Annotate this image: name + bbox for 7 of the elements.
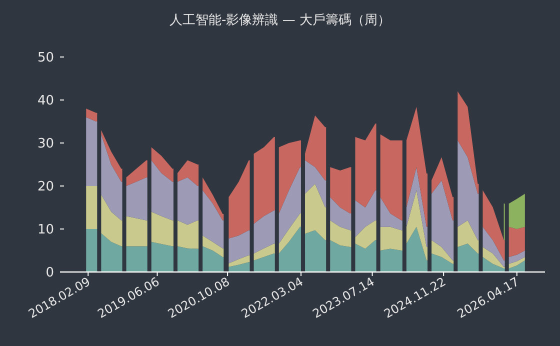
y-tick-label: 10 [37, 222, 54, 238]
y-tick-label: 20 [37, 180, 54, 194]
chart-title: 人工智能-影像辨識 — 大戶籌碼（周） [170, 13, 390, 28]
y-tick-label: 30 [37, 136, 54, 152]
y-tick-label: 40 [37, 94, 54, 108]
y-tick-label: 0 [46, 266, 54, 280]
y-tick-label: 50 [37, 50, 54, 66]
